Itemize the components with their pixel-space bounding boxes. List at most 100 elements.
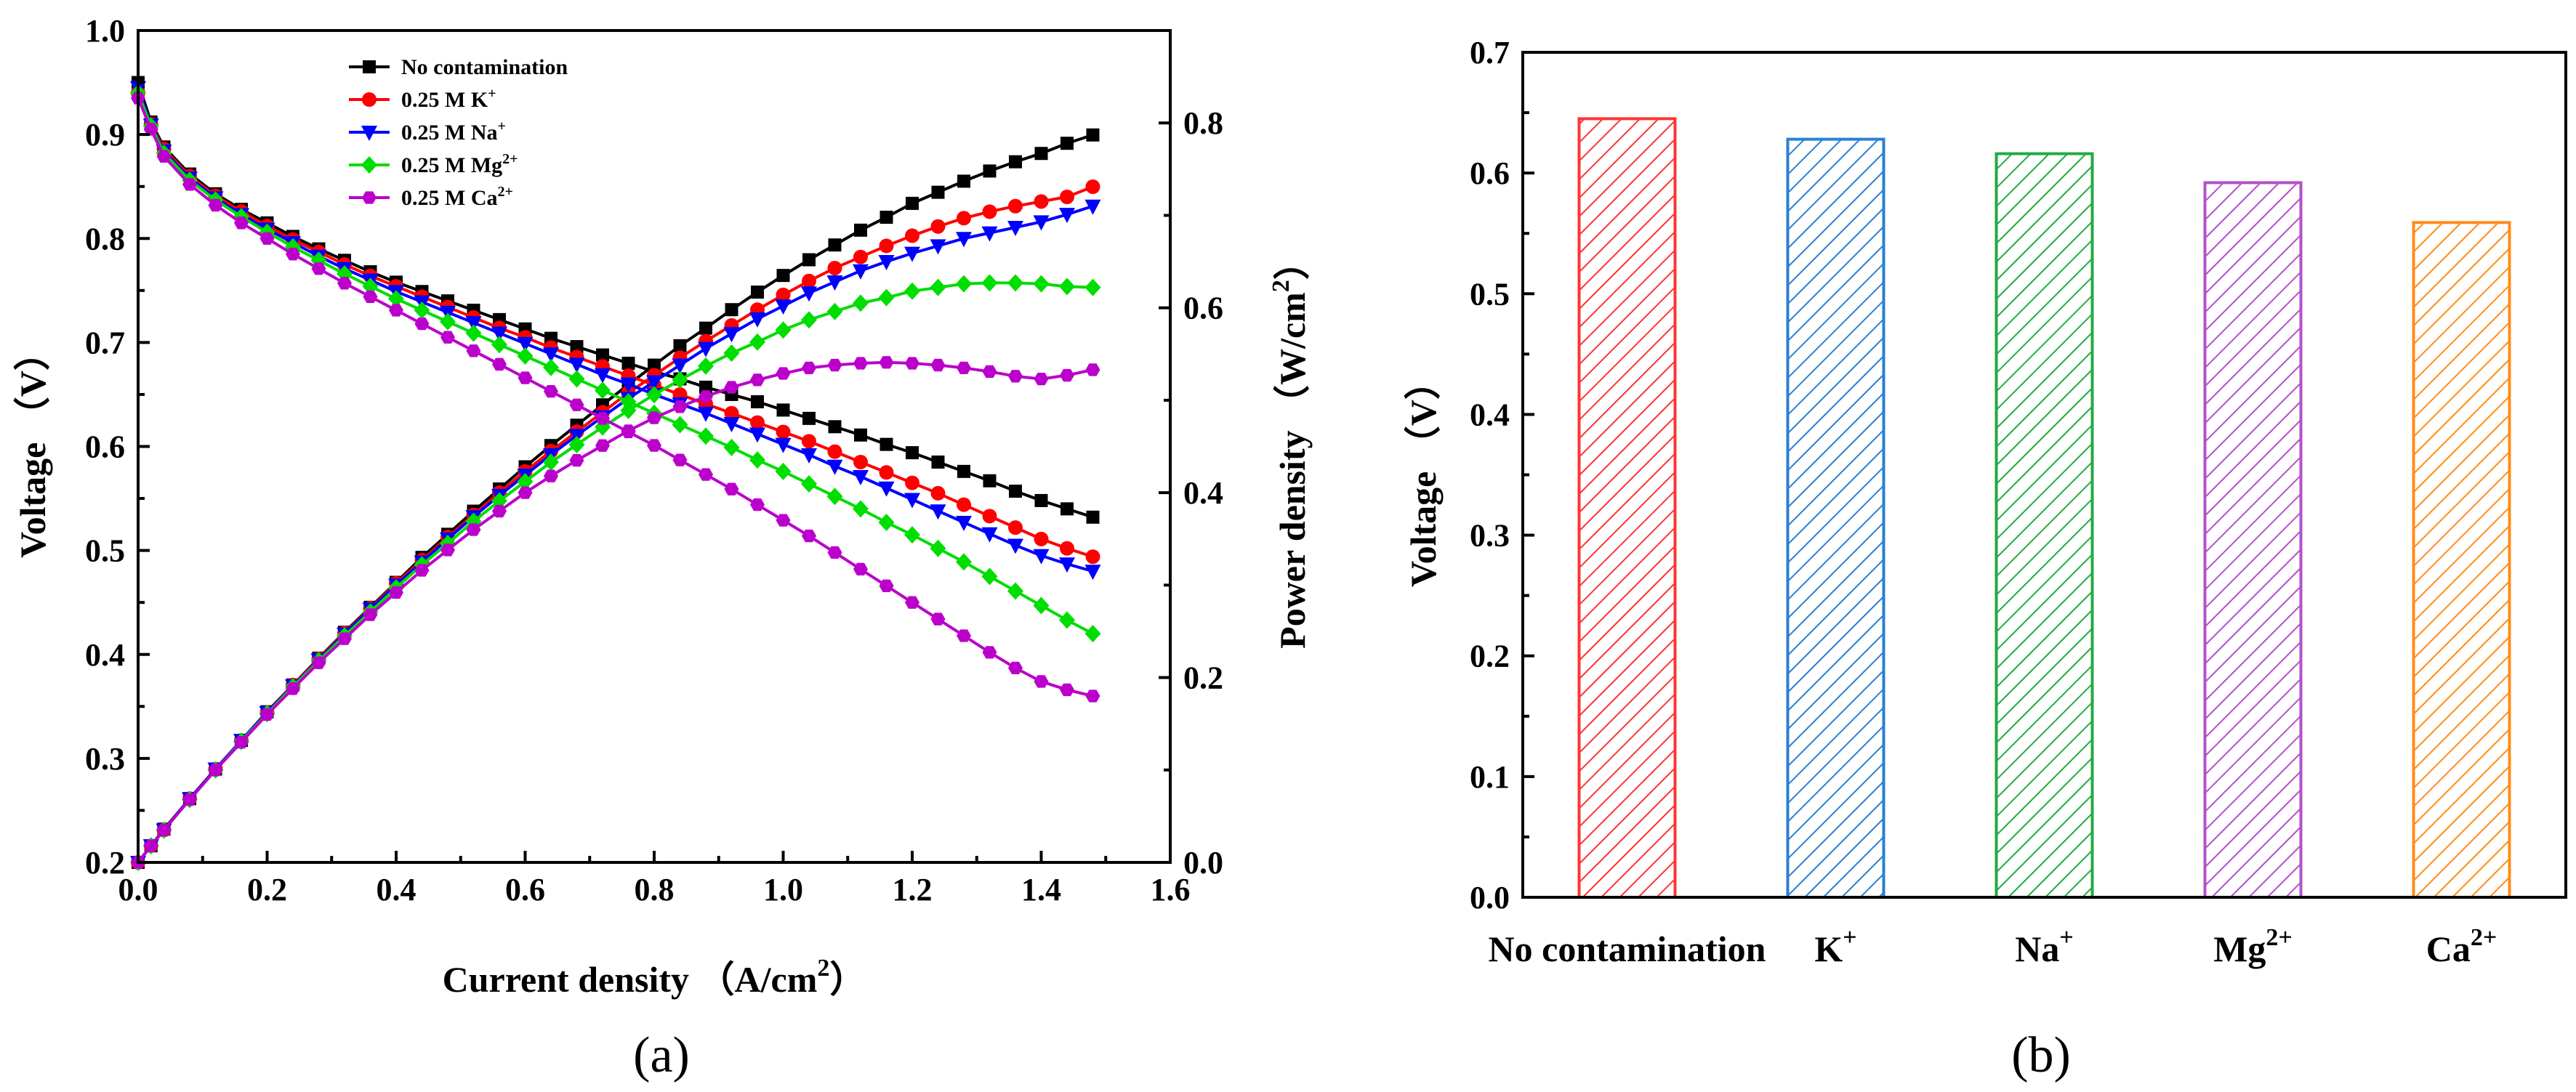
voltage-point xyxy=(1060,541,1074,556)
power-point xyxy=(698,341,714,357)
y-tick-label: 0.7 xyxy=(85,325,125,360)
power-point xyxy=(1059,208,1075,224)
power-point xyxy=(156,823,172,837)
power-point xyxy=(1008,198,1023,214)
voltage-point xyxy=(543,358,559,376)
power-point xyxy=(466,523,481,536)
power-point xyxy=(673,339,687,352)
voltage-point xyxy=(879,465,894,480)
voltage-point xyxy=(1033,549,1050,565)
power-point xyxy=(1033,215,1050,231)
power-point xyxy=(801,311,817,329)
y-tick-label: 0.9 xyxy=(85,117,125,153)
bar xyxy=(1995,152,2094,899)
category-label: Na+ xyxy=(2015,924,2073,969)
voltage-point xyxy=(930,504,946,520)
power-point xyxy=(880,210,893,224)
power-point xyxy=(620,401,637,419)
power-point xyxy=(1060,137,1074,150)
voltage-point xyxy=(775,437,792,453)
power-point xyxy=(879,356,894,369)
voltage-point xyxy=(723,438,740,456)
power-point xyxy=(956,232,972,248)
power-point xyxy=(414,564,430,577)
x-tick-label: 0.2 xyxy=(247,872,287,907)
voltage-point xyxy=(1007,582,1023,600)
legend-label: 0.25 M Ca2+ xyxy=(401,184,513,210)
voltage-point xyxy=(182,178,197,191)
category-label: K+ xyxy=(1814,924,1856,969)
power-point xyxy=(957,211,971,226)
voltage-point xyxy=(466,344,481,357)
power-point xyxy=(853,249,868,264)
y-tick-label: 0.6 xyxy=(1470,155,1510,191)
voltage-point xyxy=(930,539,946,557)
power-point xyxy=(853,357,868,370)
voltage-point xyxy=(723,417,740,433)
power-point xyxy=(595,439,610,452)
voltage-point xyxy=(620,377,637,393)
power-point xyxy=(698,357,714,375)
voltage-point xyxy=(801,448,817,464)
voltage-point xyxy=(826,488,843,506)
voltage-point xyxy=(930,612,946,626)
category-label: No contamination xyxy=(1489,929,1766,969)
x-tick-label: 0.0 xyxy=(118,872,158,907)
voltage-point xyxy=(595,368,611,384)
power-point xyxy=(646,375,662,391)
power-point xyxy=(234,735,249,749)
voltage-point xyxy=(802,434,816,449)
power-point xyxy=(1085,179,1100,195)
voltage-point xyxy=(440,331,455,344)
power-point xyxy=(879,238,894,254)
voltage-point xyxy=(492,357,507,371)
voltage-point xyxy=(1034,531,1049,546)
y-tick-label: 0.4 xyxy=(85,637,125,673)
voltage-point xyxy=(828,420,842,434)
voltage-point xyxy=(621,357,635,370)
voltage-point xyxy=(647,439,661,452)
voltage-point xyxy=(595,381,611,400)
voltage-point xyxy=(389,304,403,317)
power-point xyxy=(827,260,842,275)
y-tick-label: 0.6 xyxy=(85,429,125,465)
legend-label: 0.25 M Mg2+ xyxy=(401,151,518,177)
voltage-point xyxy=(544,384,558,398)
x-tick-label: 0.4 xyxy=(377,872,416,907)
voltage-point xyxy=(596,348,609,362)
power-point xyxy=(672,400,688,413)
power-point xyxy=(878,288,895,307)
voltage-point xyxy=(751,395,764,408)
power-point xyxy=(749,312,765,328)
x-tick-label: 1.0 xyxy=(763,872,803,907)
voltage-point xyxy=(981,527,998,543)
voltage-point xyxy=(1034,675,1049,688)
voltage-point xyxy=(1084,625,1101,643)
voltage-point xyxy=(904,493,920,509)
y-tick-label: 0.8 xyxy=(85,221,125,256)
y-tick-label: 1.0 xyxy=(85,13,125,49)
power-point xyxy=(440,543,455,557)
panel-label-b: (b) xyxy=(2011,1027,2071,1083)
voltage-point xyxy=(570,340,584,354)
bar xyxy=(1786,137,1885,899)
power-point xyxy=(828,238,842,252)
power-point xyxy=(143,839,158,852)
panel-label-a: (a) xyxy=(633,1027,690,1083)
power-point xyxy=(569,453,584,467)
voltage-point xyxy=(414,302,430,320)
y-tick-label: 0.0 xyxy=(1470,880,1510,915)
power-point xyxy=(672,371,688,389)
voltage-point xyxy=(957,464,970,478)
voltage-point xyxy=(957,497,971,512)
x-tick-label: 1.2 xyxy=(893,872,933,907)
legend-marker xyxy=(362,92,377,107)
voltage-point xyxy=(1086,510,1100,524)
power-point xyxy=(286,682,300,695)
power-point xyxy=(621,424,636,437)
y-tick-label: 0.1 xyxy=(1470,759,1510,795)
voltage-point xyxy=(388,290,404,308)
y-tick-label: 0.7 xyxy=(1470,35,1510,70)
power-point xyxy=(259,708,275,721)
power-point xyxy=(1060,190,1074,204)
